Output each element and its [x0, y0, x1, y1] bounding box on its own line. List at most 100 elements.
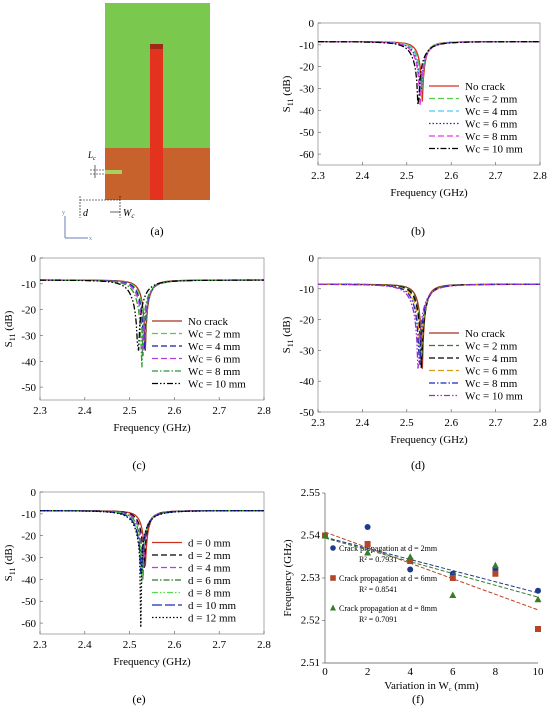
- r-squared-label: R² = 0.8541: [359, 585, 397, 594]
- series-line: [40, 279, 264, 368]
- data-point: [406, 553, 414, 560]
- x-tick-label: 2.8: [257, 639, 271, 651]
- y-tick-label: 2.52: [301, 615, 320, 627]
- legend-entry: Wc = 2 mm: [188, 329, 241, 341]
- data-point: [364, 549, 372, 556]
- antenna-panel: Lc d Wc y x (a): [62, 3, 210, 242]
- legend-entry: Wc = 6 mm: [465, 119, 518, 131]
- x-axis-label: Frequency (GHz): [390, 187, 468, 199]
- data-point: [534, 595, 542, 603]
- y-axis-label: S11 (dB): [281, 316, 295, 353]
- plot-frame: [317, 22, 541, 166]
- legend-entry: d = 2 mm: [188, 550, 231, 562]
- y-tick-label: -20: [21, 531, 36, 543]
- data-point: [407, 558, 414, 564]
- trend-line: [324, 531, 539, 611]
- y-tick-label: -60: [299, 149, 314, 161]
- legend-entry: Wc = 8 mm: [188, 366, 241, 378]
- legend-marker: [330, 604, 336, 611]
- x-tick-label: 2.3: [311, 170, 325, 182]
- feed-patch-top: [150, 44, 163, 49]
- legend-entry: Wc = 8 mm: [465, 378, 518, 390]
- legend-entry: d = 10 mm: [188, 600, 237, 612]
- data-point: [535, 626, 541, 632]
- series-line: [318, 40, 540, 96]
- legend-entry: Crack propagation at d = 8mm: [339, 604, 438, 613]
- y-tick-label: 0: [31, 253, 37, 265]
- caption-c: (c): [132, 458, 145, 472]
- legend-entry: Wc = 2 mm: [465, 341, 518, 353]
- plot-frame: [39, 257, 265, 401]
- x-tick-label: 2.6: [168, 639, 182, 651]
- y-tick-label: 0: [309, 18, 315, 30]
- series-line: [318, 283, 540, 369]
- x-tick-label: 2.7: [489, 170, 503, 182]
- y-tick-label: -20: [299, 62, 314, 74]
- x-tick-label: 2.6: [444, 170, 458, 182]
- data-point: [364, 541, 371, 547]
- data-point: [449, 591, 457, 598]
- y-tick-label: -10: [21, 509, 36, 521]
- x-tick-label: 2.4: [78, 405, 92, 417]
- y-tick-label: -20: [299, 315, 314, 327]
- x-tick-label: 2.7: [212, 405, 226, 417]
- trend-line: [324, 537, 539, 598]
- legend-marker: [330, 545, 336, 551]
- chart-f: 2.55 2.54 2.53 2.52 2.510 2 4 6 8 10 Variation in …: [282, 487, 544, 693]
- legend-entry: Wc = 4 mm: [465, 353, 518, 365]
- x-tick-label: 2.4: [356, 170, 370, 182]
- y-tick-label: -30: [21, 330, 36, 342]
- data-point: [364, 524, 371, 530]
- x-tick-label: 2.3: [33, 405, 47, 417]
- x-tick-label: 2.6: [444, 417, 458, 429]
- y-tick-label: -30: [299, 84, 314, 96]
- legend-entry: Wc = 6 mm: [188, 354, 241, 366]
- plot-frame: [39, 491, 265, 635]
- data-point: [491, 561, 499, 569]
- y-tick-label: -10: [299, 40, 314, 52]
- y-tick-label: -30: [299, 345, 314, 357]
- feed-line: [150, 44, 163, 200]
- chart-e: 0 -10 -20 -30 -40 -50 -60 2.3 2.4 2.5 2.6 2.7 2.8 Fre…: [3, 487, 271, 668]
- x-tick-label: 4: [407, 666, 413, 678]
- y-axis-label: Frequency (GHz): [282, 539, 294, 617]
- y-tick-label: -60: [21, 618, 36, 630]
- legend-entry: No crack: [465, 81, 506, 93]
- y-axis-label: S11 (dB): [3, 544, 17, 581]
- legend-entry: Wc = 10 mm: [188, 379, 246, 391]
- y-tick-label: -20: [21, 305, 36, 317]
- x-tick-label: 2.4: [356, 417, 370, 429]
- x-tick-label: 2.7: [212, 639, 226, 651]
- series-line: [40, 510, 264, 574]
- legend-entry: d = 8 mm: [188, 588, 231, 600]
- y-tick-label: 0: [31, 487, 37, 499]
- y-tick-label: 2.54: [301, 530, 321, 542]
- y-tick-label: -40: [21, 574, 36, 586]
- y-tick-label: -40: [299, 376, 314, 388]
- x-axis-label: Frequency (GHz): [113, 422, 191, 434]
- y-tick-label: 2.51: [301, 657, 320, 669]
- r-squared-label: R² = 0.7931: [359, 555, 397, 564]
- caption-f: (f): [412, 692, 424, 706]
- legend-entry: No crack: [188, 316, 229, 328]
- y-tick-label: -40: [21, 356, 36, 368]
- legend-entry: Wc = 4 mm: [465, 106, 518, 118]
- x-axis-label: Variation in Wc (mm): [384, 680, 479, 693]
- y-tick-label: -10: [299, 284, 314, 296]
- chart-c: 0 -10 -20 -30 -40 -50 2.3 2.4 2.5 2.6 2.7 2.8 Freque…: [3, 253, 271, 434]
- x-axis-label: Frequency (GHz): [390, 434, 468, 446]
- x-tick-label: 2.3: [33, 639, 47, 651]
- legend-entry: Crack propagation at d = 6mm: [339, 574, 438, 583]
- x-tick-label: 2.8: [533, 417, 547, 429]
- x-tick-label: 2.8: [533, 170, 547, 182]
- x-axis-label: Frequency (GHz): [113, 656, 191, 668]
- y-tick-label: -50: [21, 596, 36, 608]
- legend-entry: Wc = 10 mm: [465, 144, 523, 156]
- y-tick-label: 0: [309, 253, 315, 265]
- lc-label: Lc: [87, 150, 96, 162]
- data-point: [407, 566, 414, 573]
- plot-frame: [317, 257, 541, 413]
- y-tick-label: 2.53: [301, 572, 321, 584]
- x-tick-label: 2.5: [123, 639, 137, 651]
